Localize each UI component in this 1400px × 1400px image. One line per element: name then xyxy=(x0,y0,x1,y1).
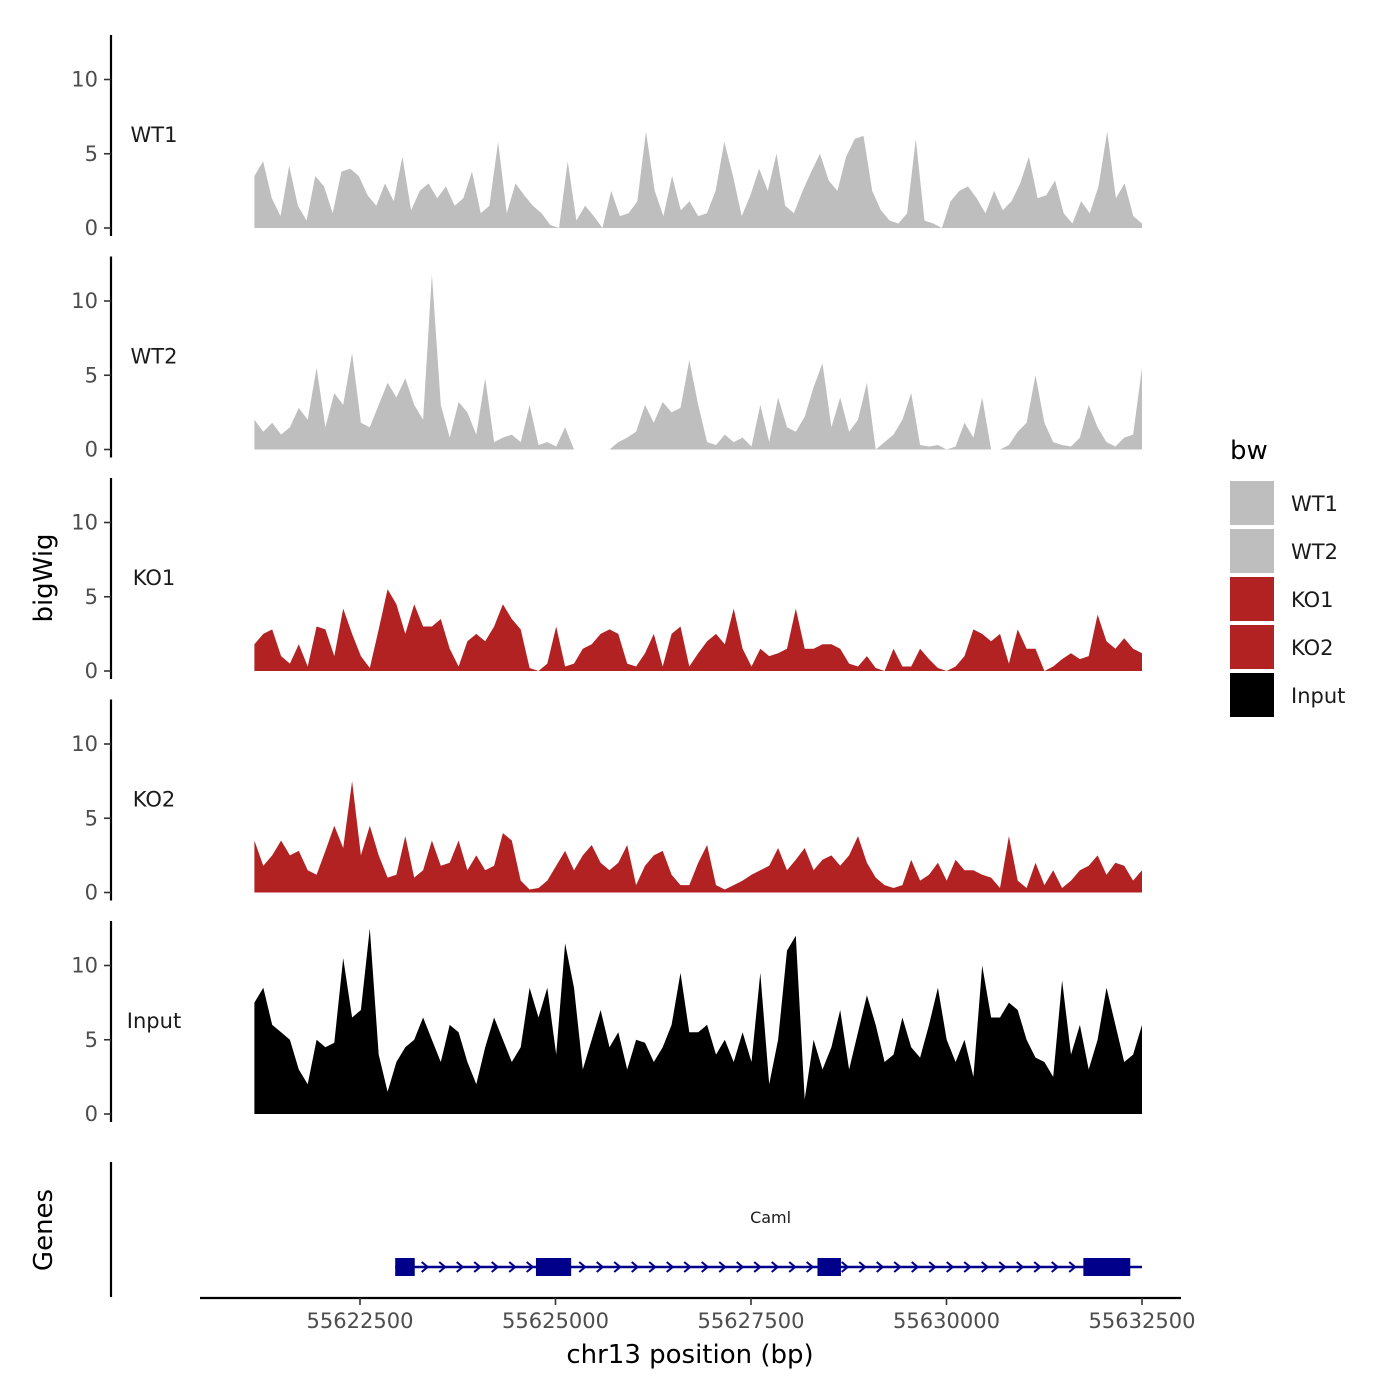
y-tick-label: 0 xyxy=(85,1102,98,1126)
strand-arrow xyxy=(893,1261,902,1273)
strand-arrow xyxy=(508,1261,517,1273)
strand-arrow xyxy=(648,1261,657,1273)
legend-key-input xyxy=(1230,673,1274,717)
strand-arrow xyxy=(788,1261,797,1273)
x-tick-label: 55632500 xyxy=(1089,1309,1196,1333)
track-ko2: 0 5 10 KO2 xyxy=(71,699,1142,905)
strand-arrow xyxy=(963,1261,972,1273)
strand-arrow xyxy=(456,1261,465,1273)
strand-arrow xyxy=(578,1261,587,1273)
x-tick-label: 55630000 xyxy=(893,1309,1000,1333)
y-tick-label: 10 xyxy=(71,68,98,92)
track-wt1: 0 5 10 WT1 xyxy=(71,34,1142,240)
legend-label-wt2: WT2 xyxy=(1291,540,1338,564)
strand-arrow xyxy=(1016,1261,1025,1273)
legend-key-ko1 xyxy=(1230,577,1274,621)
legend-label-input: Input xyxy=(1291,684,1345,708)
track-input: 0 5 10 Input xyxy=(71,920,1142,1126)
legend-label-ko2: KO2 xyxy=(1291,636,1334,660)
strand-arrow xyxy=(771,1261,780,1273)
strand-arrow xyxy=(438,1261,447,1273)
legend-label-wt1: WT1 xyxy=(1291,492,1338,516)
legend-title: bw xyxy=(1230,436,1268,466)
track-label-ko2: KO2 xyxy=(133,788,176,812)
y-tick-label: 10 xyxy=(71,954,98,978)
x-tick-label: 55622500 xyxy=(307,1309,414,1333)
strand-arrow xyxy=(753,1261,762,1273)
strand-arrow xyxy=(526,1261,535,1273)
signal-area-wt1 xyxy=(254,131,1142,228)
strand-arrow xyxy=(666,1261,675,1273)
strand-arrow xyxy=(491,1261,500,1273)
gene-exon xyxy=(395,1258,415,1276)
x-tick-label: 55625000 xyxy=(502,1309,609,1333)
x-axis-title: chr13 position (bp) xyxy=(566,1340,813,1370)
y-tick-label: 0 xyxy=(85,216,98,240)
x-axis: 55622500 55625000 55627500 55630000 55632500 xyxy=(200,1296,1196,1333)
legend-key-wt1 xyxy=(1230,481,1274,525)
track-label-wt2: WT2 xyxy=(131,345,178,369)
strand-arrow xyxy=(1033,1261,1042,1273)
signal-area-wt2 xyxy=(254,274,1142,450)
legend-label-ko1: KO1 xyxy=(1291,588,1334,612)
strand-arrow xyxy=(1068,1261,1077,1273)
strand-arrow xyxy=(718,1261,727,1273)
y-tick-label: 10 xyxy=(71,511,98,535)
gene-track-title: Genes xyxy=(29,1189,59,1271)
gene-exon xyxy=(535,1258,572,1276)
strand-arrow xyxy=(858,1261,867,1273)
legend-key-wt2 xyxy=(1230,529,1274,573)
signal-tracks: 0 5 10 WT1 0 5 10 WT2 0 5 10 KO1 0 5 10 KO2 0 5 10 Input xyxy=(71,34,1142,1126)
gene-track: Caml xyxy=(109,1162,1142,1297)
y-tick-label: 5 xyxy=(85,142,98,166)
legend: bw WT1 WT2 KO1 KO2 Input xyxy=(1230,436,1345,717)
y-tick-label: 0 xyxy=(85,659,98,683)
strand-arrow xyxy=(1051,1261,1060,1273)
signal-area-ko2 xyxy=(254,781,1142,893)
strand-arrow xyxy=(596,1261,605,1273)
y-tick-label: 5 xyxy=(85,585,98,609)
strand-arrow xyxy=(683,1261,692,1273)
strand-arrow xyxy=(473,1261,482,1273)
signal-area-ko1 xyxy=(254,589,1142,671)
strand-arrow xyxy=(981,1261,990,1273)
track-label-ko1: KO1 xyxy=(133,566,176,590)
strand-arrow xyxy=(946,1261,955,1273)
gene-name-label: Caml xyxy=(750,1208,791,1227)
strand-arrow xyxy=(928,1261,937,1273)
track-label-wt1: WT1 xyxy=(131,123,178,147)
legend-key-ko2 xyxy=(1230,625,1274,669)
y-tick-label: 10 xyxy=(71,732,98,756)
gene-exon xyxy=(1083,1258,1131,1276)
strand-arrow xyxy=(421,1261,430,1273)
y-tick-label: 5 xyxy=(85,806,98,830)
y-axis-title: bigWig xyxy=(29,533,59,622)
y-tick-label: 10 xyxy=(71,289,98,313)
track-wt2: 0 5 10 WT2 xyxy=(71,256,1142,462)
y-tick-label: 5 xyxy=(85,363,98,387)
strand-arrow xyxy=(876,1261,885,1273)
y-tick-label: 5 xyxy=(85,1028,98,1052)
strand-arrow xyxy=(736,1261,745,1273)
track-ko1: 0 5 10 KO1 xyxy=(71,477,1142,683)
strand-arrow xyxy=(806,1261,815,1273)
strand-arrow xyxy=(631,1261,640,1273)
track-label-input: Input xyxy=(127,1009,181,1033)
strand-arrow xyxy=(998,1261,1007,1273)
signal-area-input xyxy=(254,928,1142,1114)
x-tick-label: 55627500 xyxy=(698,1309,805,1333)
strand-arrow xyxy=(911,1261,920,1273)
y-tick-label: 0 xyxy=(85,881,98,905)
strand-arrow xyxy=(613,1261,622,1273)
y-tick-label: 0 xyxy=(85,438,98,462)
gene-exon xyxy=(817,1258,841,1276)
strand-arrow xyxy=(701,1261,710,1273)
strand-arrow xyxy=(841,1261,850,1273)
